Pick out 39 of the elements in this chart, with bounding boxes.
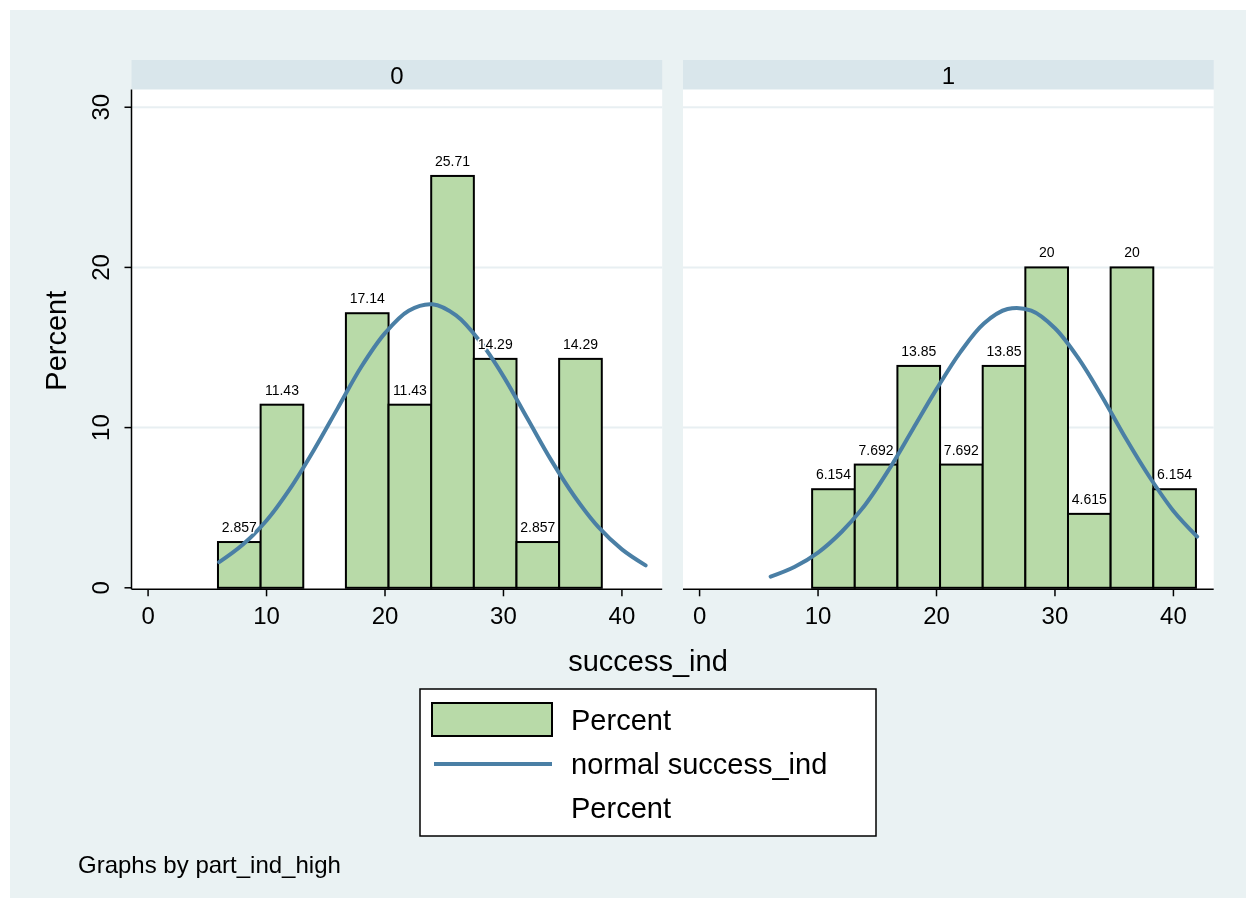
data-label: 11.43 (264, 381, 300, 398)
x-axis-title: success_ind (568, 645, 728, 677)
y-tick-label: 0 (86, 581, 114, 595)
data-label: 7.692 (943, 441, 980, 458)
legend-label: Percent (571, 704, 671, 736)
data-label: 25.71 (435, 152, 471, 169)
text: Graphs by part_ind_high (78, 851, 341, 878)
data-label: 6.154 (1157, 466, 1193, 483)
y-tick-label: 20 (86, 254, 114, 281)
data-label: 2.857 (221, 519, 258, 536)
data-label: 20 (1124, 244, 1140, 261)
data-label: 13.85 (986, 342, 1022, 359)
y-axis-title: Percent (40, 290, 72, 391)
x-tick-label: 20 (371, 601, 399, 629)
x-tick-label: 0 (692, 601, 707, 629)
x-tick-label: 30 (490, 601, 517, 629)
data-label: 14.29 (562, 335, 599, 352)
x-tick-label: 30 (1041, 601, 1069, 629)
x-tick-label: 40 (1160, 601, 1187, 629)
x-tick-label: 40 (608, 601, 636, 629)
x-tick-label: 10 (253, 601, 280, 629)
data-label: 17.14 (349, 290, 385, 307)
line-series (217, 302, 648, 568)
x-tick-label: 20 (923, 601, 950, 629)
y-tick-label: 30 (86, 93, 114, 121)
data-label: 13.85 (901, 342, 937, 359)
data-label: 4.615 (1071, 490, 1108, 507)
legend-label: normal success_ind (571, 748, 828, 780)
data-label: 7.692 (858, 441, 894, 458)
chart-title: 1 (941, 62, 956, 90)
data-label: 20 (1038, 244, 1055, 261)
text: Percent (571, 792, 671, 824)
data-label: 11.43 (392, 381, 428, 398)
chart-title: 0 (390, 62, 404, 90)
y-tick-label: 10 (86, 414, 114, 441)
data-label: 6.154 (815, 466, 852, 483)
x-tick-label: 10 (804, 601, 832, 629)
x-tick-label: 0 (141, 601, 155, 629)
data-label: 2.857 (520, 519, 556, 536)
